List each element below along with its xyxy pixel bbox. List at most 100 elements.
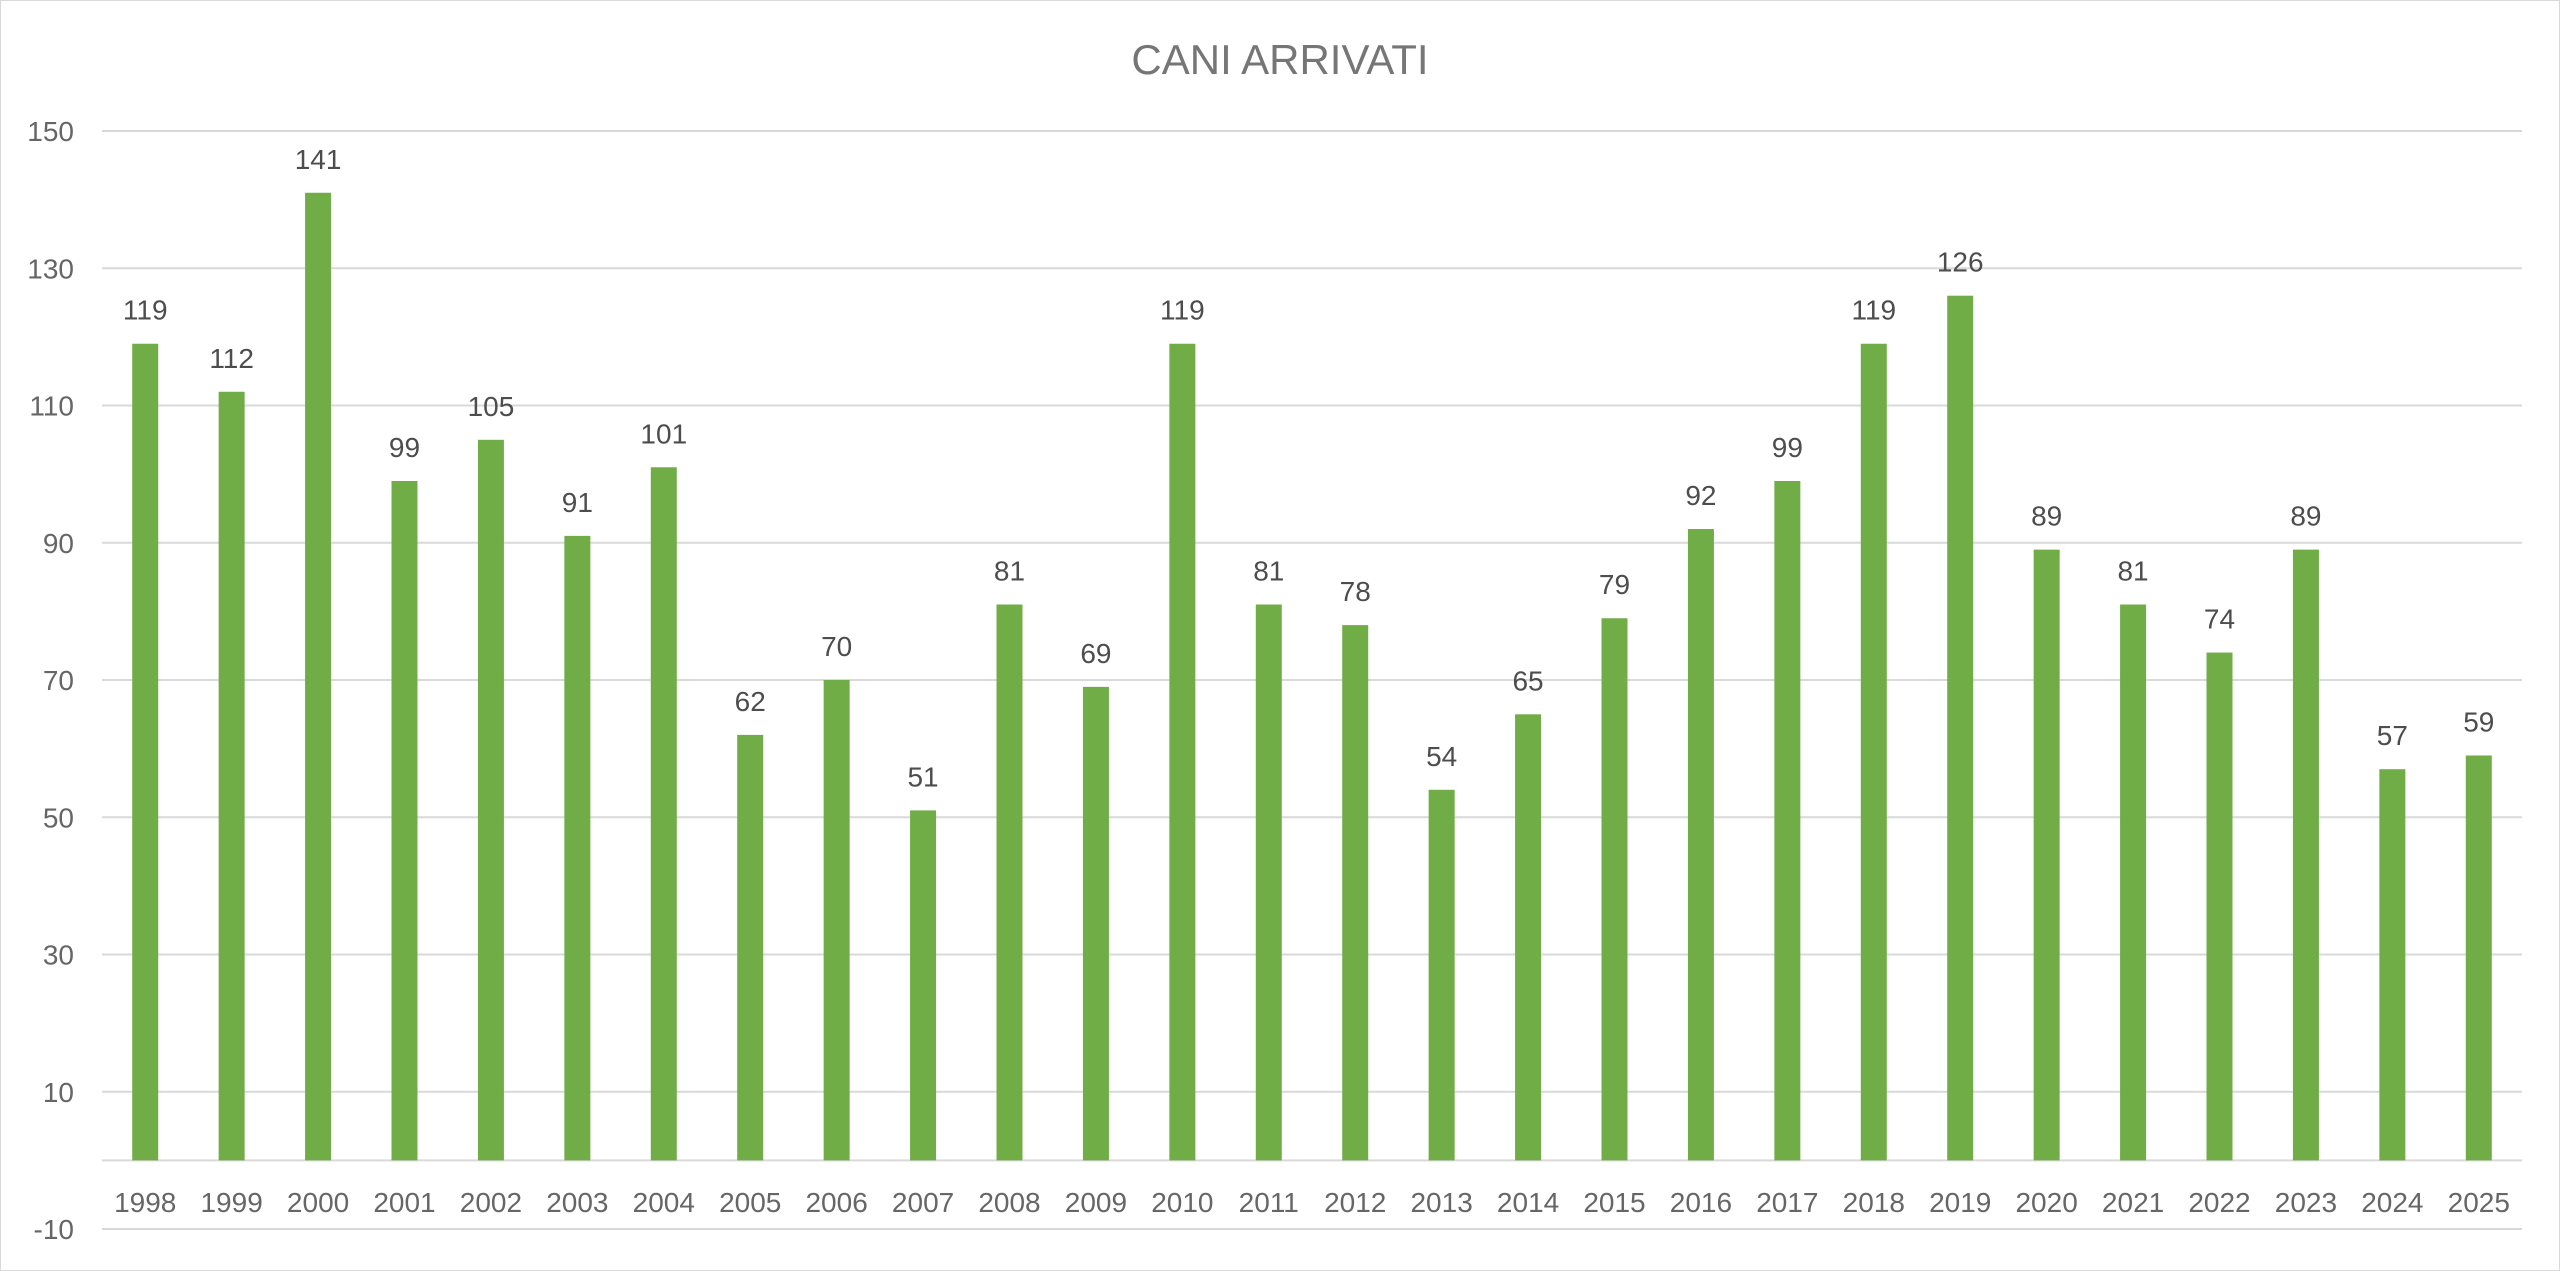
bar bbox=[1601, 618, 1628, 1161]
x-tick-label: 2023 bbox=[2275, 1187, 2337, 1218]
x-tick-label: 2000 bbox=[287, 1187, 349, 1218]
data-label: 119 bbox=[1160, 295, 1205, 326]
bar bbox=[737, 734, 764, 1161]
axes: -10 10 30 50 70 90 110 130 150 1998 1999 2000 2001 20… bbox=[27, 116, 2522, 1245]
y-tick-label: 90 bbox=[43, 528, 74, 559]
x-tick-label: 2020 bbox=[2015, 1187, 2077, 1218]
x-tick-label: 2019 bbox=[1929, 1187, 1991, 1218]
bar bbox=[650, 467, 677, 1161]
bar bbox=[2379, 769, 2406, 1161]
x-tick-label: 2005 bbox=[719, 1187, 781, 1218]
data-label: 99 bbox=[1772, 432, 1803, 463]
data-label: 78 bbox=[1340, 576, 1371, 607]
bar bbox=[1774, 480, 1801, 1161]
bar bbox=[391, 480, 418, 1161]
x-tick-label: 2001 bbox=[373, 1187, 435, 1218]
x-tick-label: 2004 bbox=[633, 1187, 695, 1218]
data-label: 89 bbox=[2290, 501, 2321, 532]
data-label: 89 bbox=[2031, 501, 2062, 532]
x-tick-label: 2016 bbox=[1670, 1187, 1732, 1218]
x-tick-label: 2009 bbox=[1065, 1187, 1127, 1218]
x-tick-label: 2008 bbox=[978, 1187, 1040, 1218]
x-tick-label: 2002 bbox=[460, 1187, 522, 1218]
bar bbox=[477, 439, 504, 1161]
y-tick-label: 50 bbox=[43, 802, 74, 833]
data-label: 126 bbox=[1937, 247, 1984, 278]
data-label: 57 bbox=[2377, 720, 2408, 751]
bar bbox=[1687, 529, 1714, 1161]
data-label: 65 bbox=[1512, 665, 1543, 696]
bar bbox=[1169, 343, 1196, 1161]
x-tick-label: 2013 bbox=[1410, 1187, 1472, 1218]
x-tick-label: 2014 bbox=[1497, 1187, 1559, 1218]
y-tick-label: -10 bbox=[34, 1214, 74, 1245]
bar bbox=[1515, 714, 1542, 1161]
x-tick-label: 2010 bbox=[1151, 1187, 1213, 1218]
data-label: 119 bbox=[123, 295, 168, 326]
bar bbox=[1255, 604, 1282, 1161]
x-tick-label: 1998 bbox=[114, 1187, 176, 1218]
x-tick-label: 2017 bbox=[1756, 1187, 1818, 1218]
bars bbox=[132, 192, 2492, 1161]
x-tick-label: 2022 bbox=[2188, 1187, 2250, 1218]
bar bbox=[1082, 686, 1109, 1161]
x-tick-label: 2007 bbox=[892, 1187, 954, 1218]
gridlines bbox=[102, 130, 2522, 1230]
data-label: 69 bbox=[1080, 638, 1111, 669]
bar bbox=[564, 535, 591, 1161]
bar bbox=[132, 343, 159, 1161]
data-label: 59 bbox=[2463, 706, 2494, 737]
data-label: 99 bbox=[389, 432, 420, 463]
bar bbox=[910, 810, 937, 1161]
data-label: 141 bbox=[295, 144, 342, 175]
data-label: 81 bbox=[994, 556, 1025, 587]
data-label: 81 bbox=[1253, 556, 1284, 587]
bar bbox=[1860, 343, 1887, 1161]
x-tick-label: 2021 bbox=[2102, 1187, 2164, 1218]
bar bbox=[823, 680, 850, 1161]
chart-title: CANI ARRIVATI bbox=[1131, 36, 1428, 83]
bar bbox=[996, 604, 1023, 1161]
data-label: 70 bbox=[821, 631, 852, 662]
x-tick-label: 2018 bbox=[1843, 1187, 1905, 1218]
bar bbox=[1342, 625, 1369, 1161]
bar bbox=[1428, 789, 1455, 1161]
data-labels: 119 112 141 99 105 91 101 62 70 51 81 69 119 81 78 54 65… bbox=[123, 144, 2494, 793]
bar bbox=[1947, 295, 1974, 1161]
data-label: 101 bbox=[640, 418, 687, 449]
bar bbox=[218, 391, 245, 1161]
data-label: 105 bbox=[468, 391, 515, 422]
data-label: 112 bbox=[209, 343, 254, 374]
x-tick-label: 2011 bbox=[1239, 1187, 1299, 1218]
bar bbox=[2033, 549, 2060, 1161]
data-label: 54 bbox=[1426, 741, 1457, 772]
x-tick-label: 2006 bbox=[805, 1187, 867, 1218]
x-tick-label: 2024 bbox=[2361, 1187, 2423, 1218]
y-tick-label: 150 bbox=[27, 116, 74, 147]
x-tick-label: 2003 bbox=[546, 1187, 608, 1218]
data-label: 92 bbox=[1685, 480, 1716, 511]
bar bbox=[305, 192, 332, 1161]
y-tick-label: 130 bbox=[27, 253, 74, 284]
x-tick-label: 2012 bbox=[1324, 1187, 1386, 1218]
bar bbox=[2206, 652, 2233, 1161]
y-tick-label: 10 bbox=[43, 1077, 74, 1108]
data-label: 79 bbox=[1599, 569, 1630, 600]
data-label: 51 bbox=[907, 761, 938, 792]
x-tick-label: 1999 bbox=[200, 1187, 262, 1218]
y-tick-label: 70 bbox=[43, 665, 74, 696]
data-label: 62 bbox=[735, 686, 766, 717]
data-label: 81 bbox=[2117, 556, 2148, 587]
x-tick-label: 2025 bbox=[2448, 1187, 2510, 1218]
y-tick-label: 110 bbox=[29, 391, 74, 422]
data-label: 74 bbox=[2204, 604, 2235, 635]
data-label: 119 bbox=[1851, 295, 1896, 326]
bar bbox=[2120, 604, 2147, 1161]
bar bbox=[2292, 549, 2319, 1161]
x-tick-label: 2015 bbox=[1583, 1187, 1645, 1218]
bar bbox=[2465, 755, 2492, 1161]
data-label: 91 bbox=[562, 487, 593, 518]
y-tick-label: 30 bbox=[43, 940, 74, 971]
